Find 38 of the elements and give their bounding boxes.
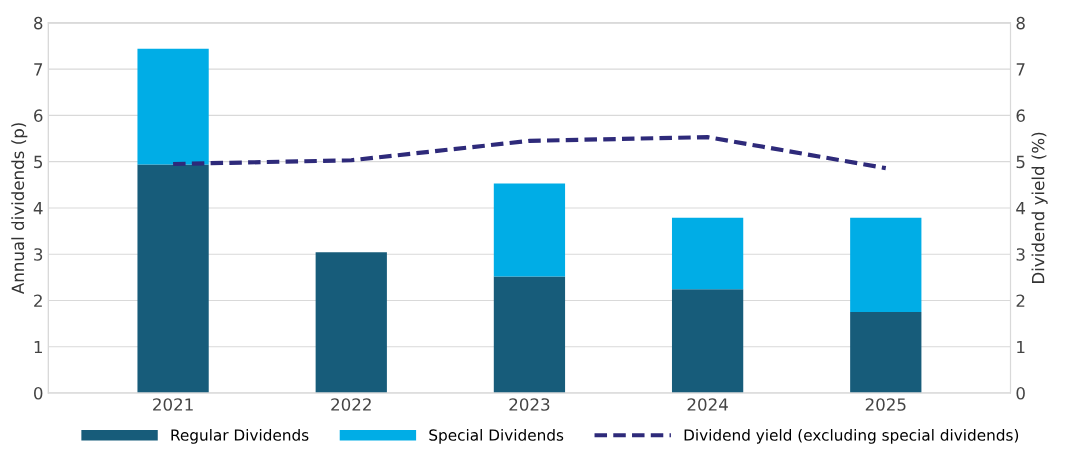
bar [315, 252, 387, 394]
bar [493, 276, 566, 394]
y2-tick-label: 8 [1016, 16, 1025, 30]
y2-tick-label: 0 [1016, 386, 1025, 400]
x-tick-label: 2023 [509, 398, 550, 411]
y-tick-label: 4 [33, 202, 43, 215]
y-axis-title: Annual dividends (p) [11, 123, 28, 295]
y2-tick-label: 4 [1016, 202, 1026, 215]
y2-tick-label: 5 [1016, 155, 1025, 169]
bar [137, 164, 209, 394]
y-tick-label: 2 [34, 294, 42, 307]
bar [850, 217, 922, 313]
y-tick-label: 3 [34, 248, 43, 261]
x-tick-label: 2025 [865, 398, 906, 411]
y2-tick-label: 6 [1016, 109, 1025, 122]
y2-tick-label: 3 [1016, 248, 1025, 261]
legend-label: Special Dividends [429, 428, 564, 444]
y2-tick-label: 7 [1016, 63, 1025, 76]
y-tick-label: 5 [34, 155, 43, 169]
y2-axis-title: Dividend yield (%) [1031, 132, 1048, 283]
y-tick-label: 1 [34, 340, 42, 354]
y2-tick-label: 2 [1016, 294, 1025, 307]
y2-tick-label: 1 [1017, 340, 1025, 354]
y-tick-label: 7 [34, 63, 43, 76]
bar [137, 48, 209, 165]
x-tick-label: 2024 [687, 398, 728, 411]
y-tick-label: 6 [34, 109, 43, 122]
bar [493, 183, 566, 277]
bar [671, 289, 744, 394]
legend-label: Regular Dividends [171, 428, 309, 444]
bar [850, 312, 922, 394]
y-tick-label: 0 [34, 386, 43, 400]
line-series [171, 135, 888, 171]
x-tick-label: 2022 [331, 398, 371, 411]
bar [671, 217, 744, 290]
legend-label: Dividend yield (excluding special dividends) [684, 428, 1019, 444]
x-tick-label: 2021 [153, 398, 193, 411]
y-tick-label: 8 [34, 16, 43, 30]
